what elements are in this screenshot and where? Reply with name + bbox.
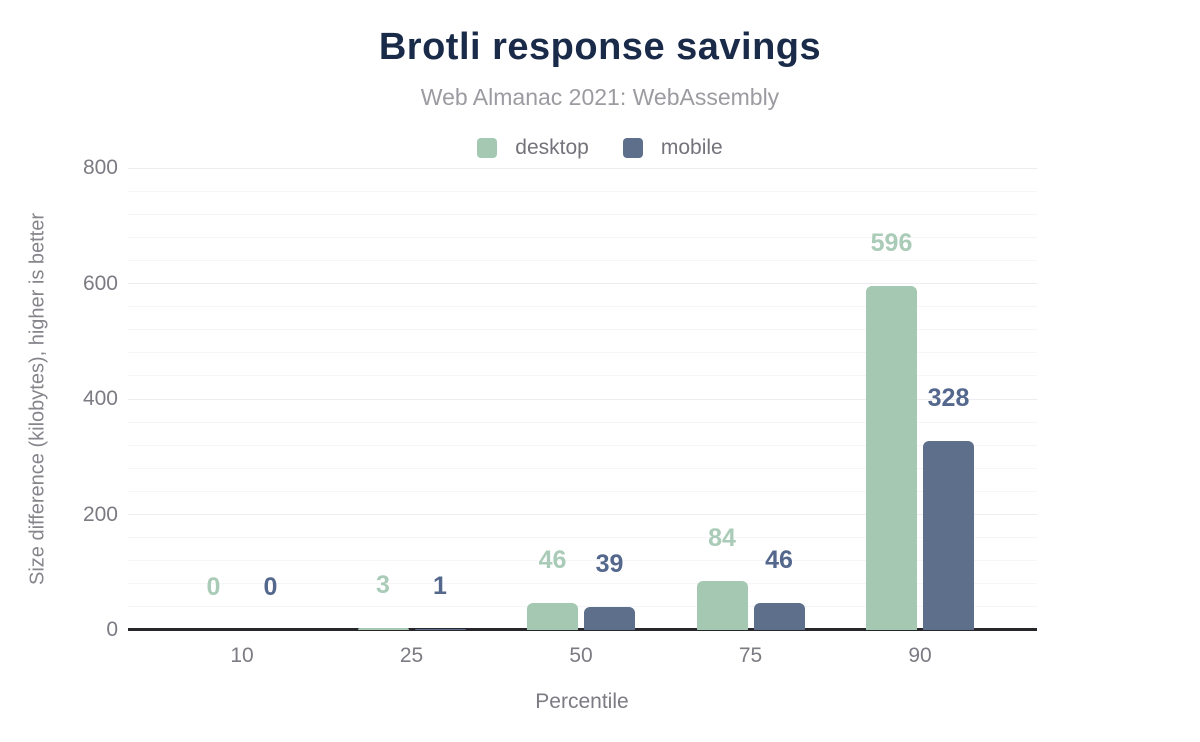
bar-desktop-p25[interactable] bbox=[357, 628, 409, 630]
minor-gridline bbox=[128, 606, 1037, 608]
x-tick-label: 75 bbox=[738, 644, 763, 667]
minor-gridline bbox=[128, 375, 1037, 377]
y-tick-label: 800 bbox=[82, 156, 118, 179]
chart-subtitle: Web Almanac 2021: WebAssembly bbox=[420, 84, 780, 110]
x-axis-line bbox=[128, 628, 1037, 631]
y-tick-label: 400 bbox=[82, 387, 118, 410]
x-tick-label: 90 bbox=[908, 644, 932, 667]
minor-gridline bbox=[128, 583, 1037, 585]
bar-mobile-p90[interactable] bbox=[923, 441, 974, 630]
minor-gridline bbox=[128, 537, 1037, 539]
legend: desktop mobile bbox=[0, 136, 1200, 160]
data-label-mobile-p10: 0 bbox=[263, 573, 278, 601]
x-tick-label: 10 bbox=[230, 644, 254, 667]
legend-swatch-desktop bbox=[477, 138, 498, 158]
major-gridline bbox=[128, 514, 1037, 515]
data-label-mobile-p25: 1 bbox=[433, 572, 447, 601]
x-tick-label: 25 bbox=[399, 644, 424, 667]
legend-label-desktop: desktop bbox=[515, 136, 589, 159]
y-axis-title: Size difference (kilobytes), higher is b… bbox=[26, 212, 49, 586]
bar-mobile-p50[interactable] bbox=[584, 607, 635, 630]
y-tick-label: 600 bbox=[82, 271, 118, 295]
legend-swatch-mobile bbox=[622, 138, 643, 158]
data-label-desktop-p90: 596 bbox=[870, 228, 913, 257]
minor-gridline bbox=[128, 236, 1037, 238]
minor-gridline bbox=[128, 259, 1037, 261]
y-tick-label: 0 bbox=[106, 618, 118, 641]
bar-desktop-p90[interactable] bbox=[866, 286, 917, 630]
major-gridline bbox=[128, 398, 1037, 400]
major-gridline bbox=[128, 167, 1037, 169]
minor-gridline bbox=[128, 190, 1037, 192]
data-label-mobile-p50: 39 bbox=[595, 550, 624, 579]
minor-gridline bbox=[128, 329, 1037, 331]
minor-gridline bbox=[128, 490, 1037, 492]
data-label-desktop-p75: 84 bbox=[708, 524, 736, 553]
minor-gridline bbox=[128, 560, 1037, 562]
minor-gridline bbox=[128, 213, 1037, 215]
data-label-mobile-p90: 328 bbox=[927, 383, 970, 412]
legend-item-mobile[interactable]: mobile bbox=[622, 136, 723, 160]
x-axis-title: Percentile bbox=[535, 690, 629, 713]
bar-mobile-p75[interactable] bbox=[753, 603, 805, 630]
bar-mobile-p25[interactable] bbox=[414, 629, 466, 630]
y-tick-label: 200 bbox=[82, 502, 118, 526]
minor-gridline bbox=[128, 444, 1037, 446]
minor-gridline bbox=[128, 467, 1037, 469]
major-gridline bbox=[128, 283, 1037, 284]
minor-gridline bbox=[128, 306, 1037, 308]
bar-desktop-p50[interactable] bbox=[527, 603, 578, 630]
bar-desktop-p75[interactable] bbox=[696, 581, 748, 630]
legend-item-desktop[interactable]: desktop bbox=[477, 136, 589, 160]
data-label-desktop-p10: 0 bbox=[206, 573, 221, 601]
data-label-desktop-p25: 3 bbox=[376, 571, 390, 600]
minor-gridline bbox=[128, 352, 1037, 354]
x-tick-label: 50 bbox=[569, 644, 593, 667]
legend-label-mobile: mobile bbox=[660, 136, 723, 159]
data-label-mobile-p75: 46 bbox=[765, 546, 793, 575]
data-label-desktop-p50: 46 bbox=[538, 546, 567, 575]
chart-title: Brotli response savings bbox=[378, 26, 822, 68]
minor-gridline bbox=[128, 421, 1037, 423]
